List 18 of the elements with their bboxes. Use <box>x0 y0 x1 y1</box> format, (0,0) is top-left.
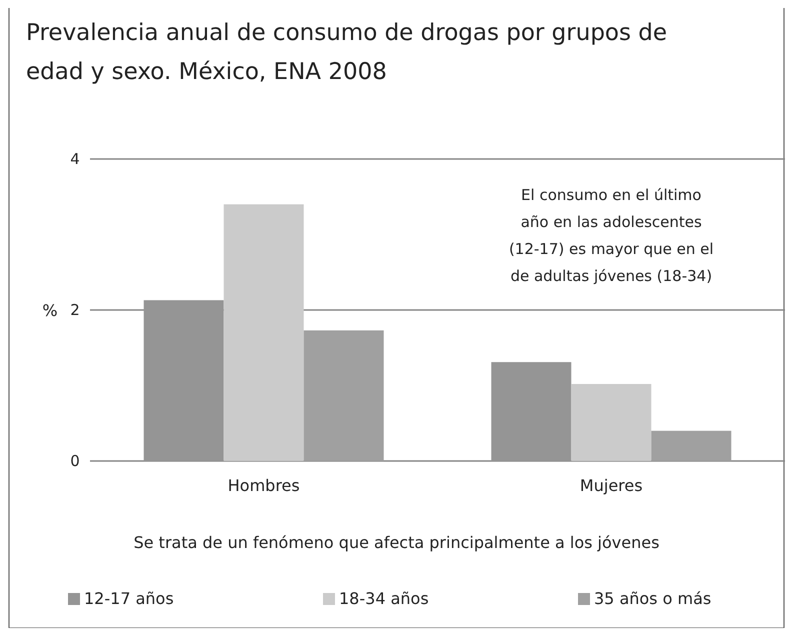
bar <box>224 204 304 461</box>
legend-label: 35 años o más <box>594 589 712 608</box>
x-tick-label: Mujeres <box>580 476 643 495</box>
text: Se trata de un fenómeno que afecta principalmente a los jóvenes <box>134 533 660 552</box>
bar <box>491 362 572 461</box>
y-tick-label: 2 <box>70 301 80 319</box>
legend-label: 18-34 años <box>339 589 429 608</box>
y-tick-label: 4 <box>70 150 80 168</box>
bar <box>304 330 384 461</box>
y-axis-title: % <box>42 301 58 320</box>
bar <box>571 384 652 461</box>
bar <box>144 300 224 461</box>
legend-label: 12-17 años <box>84 589 174 608</box>
x-tick-label: Hombres <box>228 476 300 495</box>
y-tick-label: 0 <box>70 452 80 470</box>
chart-title: Prevalencia anual de consumo de drogas por grupos de edad y sexo. México, ENA 2008 <box>26 20 668 85</box>
annotation: El consumo en el último año en las adolescentes (12-17) es mayor que en el de adultas jóvenes (18-34) <box>508 186 714 285</box>
bar <box>651 430 732 461</box>
